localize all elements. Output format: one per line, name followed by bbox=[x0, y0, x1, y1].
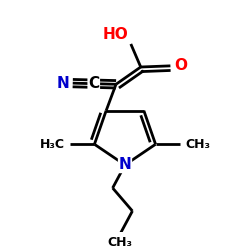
Text: N: N bbox=[56, 76, 69, 91]
Text: CH₃: CH₃ bbox=[108, 236, 132, 249]
Text: HO: HO bbox=[102, 27, 128, 42]
Text: O: O bbox=[174, 58, 187, 73]
Text: N: N bbox=[119, 158, 132, 172]
Text: C: C bbox=[88, 76, 99, 91]
Text: H₃C: H₃C bbox=[40, 138, 65, 151]
Text: CH₃: CH₃ bbox=[185, 138, 210, 151]
